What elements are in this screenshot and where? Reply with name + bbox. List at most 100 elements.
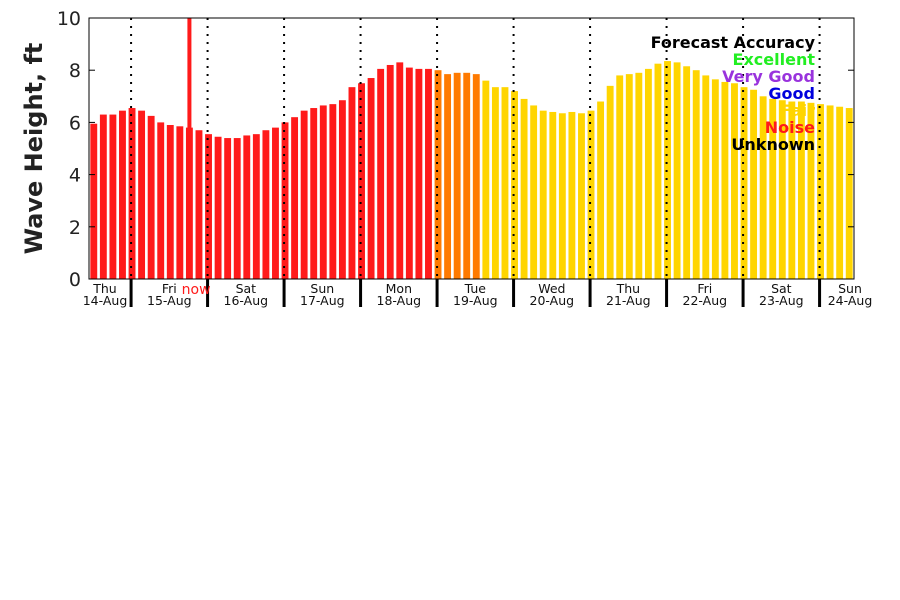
wave-bar [750,89,758,279]
wave-bar [348,87,356,279]
wave-bar [128,108,136,279]
wave-bar [625,74,633,280]
plot-frame [88,17,855,280]
wave-bar [252,134,260,279]
wave-bar [119,110,126,279]
wave-bar [654,63,662,280]
y-axis: 0 2 4 6 8 10 [57,8,854,291]
wave-bar [606,85,614,279]
legend-entry: Very Good [722,67,815,86]
day-weekday-label: Sat [236,281,257,296]
wave-bar [826,105,834,279]
wave-bar [740,87,748,279]
wave-bar [176,126,184,279]
wave-bar [578,113,585,279]
wave-bar [731,83,738,279]
wave-bar [520,98,528,279]
day-weekday-label: Wed [538,281,565,296]
wave-bar [845,108,853,279]
wave-bar [415,68,423,279]
day-date-label: 15-Aug [147,293,192,308]
wave-bar [530,105,538,279]
wave-bar [558,113,566,279]
wave-bar [300,110,308,279]
y-tick-label: 0 [69,269,81,291]
wave-bar [616,75,624,279]
wave-bar [90,123,98,280]
wave-bar [759,96,767,279]
wave-bar [453,72,461,279]
y-tick-label: 6 [69,112,81,134]
wave-bar [817,104,824,279]
day-date-label: 21-Aug [606,293,651,308]
wave-bar [396,62,404,280]
wave-bar [539,110,547,279]
wave-bar [224,138,232,279]
wave-bar [597,101,605,280]
wave-bar [797,101,805,280]
legend-entry: Unknown [731,135,815,154]
y-axis-label: Wave Height, ft [20,43,48,255]
wave-bar [214,136,222,279]
wave-bar [501,87,509,279]
day-weekday-label: Thu [616,281,640,296]
y-tick-label: 4 [69,165,81,187]
day-weekday-label: Sun [310,281,334,296]
day-date-label: 18-Aug [377,293,422,308]
legend-entry: Fair [781,101,815,120]
wave-bar [262,130,270,279]
wave-bar [549,111,557,280]
wave-bar [769,98,777,279]
wave-bar [358,83,365,279]
wave-bar [338,100,346,279]
wave-bar [319,105,327,279]
wave-bar [367,78,375,279]
wave-bar [807,102,815,279]
legend-entry: Noise [765,118,815,137]
wave-bar [243,135,251,279]
wave-bar [138,110,146,279]
wave-bar [205,134,212,279]
now-marker-label: now [182,282,211,298]
day-date-label: 14-Aug [83,293,128,308]
day-weekday-label: Fri [697,281,712,296]
wave-bar [444,74,452,280]
day-separators [129,18,822,307]
day-weekday-label: Thu [92,281,116,296]
wave-bar [778,100,786,279]
wave-bar [329,104,337,279]
wave-bar [377,68,385,279]
wave-bar [147,115,155,280]
y-tick-label: 2 [69,217,81,239]
day-weekday-label: Sat [771,281,792,296]
wave-bar [405,67,413,279]
day-weekday-label: Fri [162,281,177,296]
day-date-label: 19-Aug [453,293,498,308]
day-date-label: 17-Aug [300,293,345,308]
wave-bar [511,91,518,279]
wave-bar [644,68,652,279]
day-weekday-label: Sun [838,281,862,296]
wave-bar [425,68,432,279]
wave-bar [683,66,691,279]
day-date-label: 23-Aug [759,293,804,308]
wave-bar [711,79,719,279]
wave-bar [673,62,681,280]
wave-bar [166,125,174,279]
wave-bar [233,138,241,279]
legend-entry: Forecast Accuracy [651,33,816,52]
wave-bar [157,122,165,280]
wave-bar [291,117,299,280]
wave-bar [310,108,318,279]
wave-bar [721,81,729,279]
wave-bar [109,114,117,279]
wave-bar [491,87,499,279]
wave-bar [836,106,844,280]
day-date-label: 24-Aug [828,293,873,308]
wave-bar [788,101,796,280]
wave-bar [281,122,289,280]
wave-bar [472,74,480,280]
wave-bar [434,70,442,279]
